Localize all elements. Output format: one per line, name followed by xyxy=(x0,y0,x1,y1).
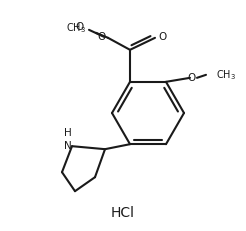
Text: O: O xyxy=(158,32,166,42)
Text: O: O xyxy=(76,22,84,32)
Text: O: O xyxy=(98,32,106,42)
Text: H: H xyxy=(64,128,72,138)
Text: HCl: HCl xyxy=(111,206,135,220)
Text: N: N xyxy=(64,141,72,151)
Text: CH$_3$: CH$_3$ xyxy=(216,68,236,82)
Text: O: O xyxy=(188,73,196,83)
Text: CH$_3$: CH$_3$ xyxy=(66,21,86,35)
